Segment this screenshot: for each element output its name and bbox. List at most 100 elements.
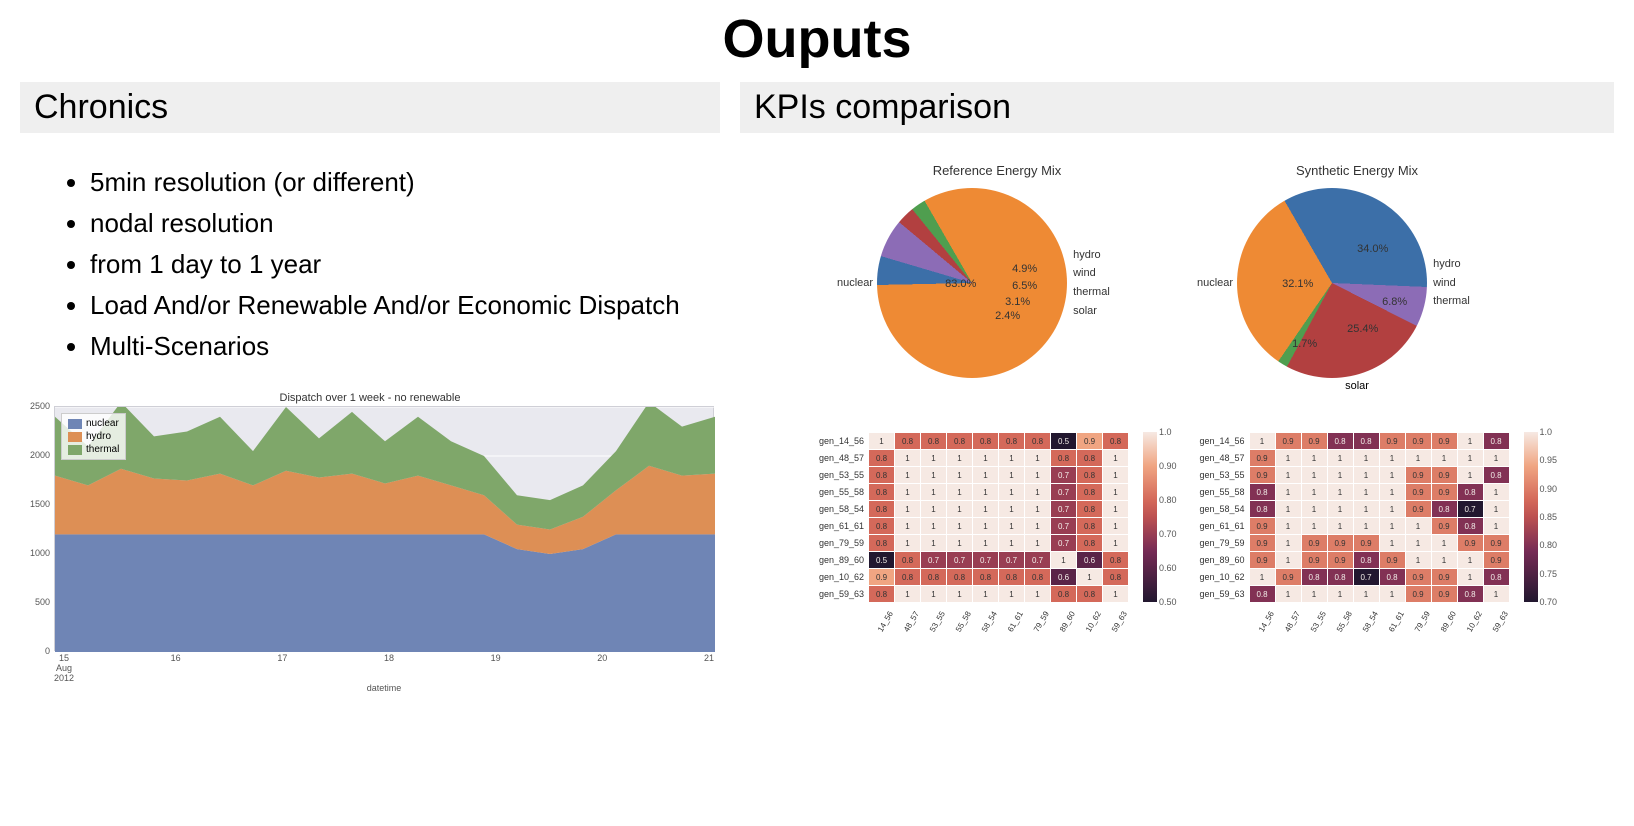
- heatmap-cell: 1: [1327, 467, 1353, 484]
- area-chart-legend: nuclearhydrothermal: [61, 413, 126, 460]
- heatmap-cell: 0.8: [1327, 433, 1353, 450]
- heatmap-row-label: gen_61_61: [817, 518, 869, 535]
- heatmap-row-label: gen_10_62: [1197, 569, 1249, 586]
- heatmap-cell: 0.8: [1249, 501, 1275, 518]
- heatmap-row-label: gen_55_58: [817, 484, 869, 501]
- heatmap-cell: 0.9: [1249, 450, 1275, 467]
- heatmap-cell: 1: [1301, 467, 1327, 484]
- heatmap-cell: 0.8: [1077, 501, 1103, 518]
- heatmap-cell: 0.8: [869, 535, 895, 552]
- heatmap-cell: 0.9: [1077, 433, 1103, 450]
- heatmap-cell: 0.9: [1301, 552, 1327, 569]
- heatmap-col-label: 48_57: [895, 603, 921, 633]
- heatmap-cell: 1: [999, 450, 1025, 467]
- heatmap-cell: 1: [869, 433, 895, 450]
- heatmap-col-label: 14_56: [1249, 603, 1275, 633]
- heatmap-cell: 0.7: [1353, 569, 1379, 586]
- heatmap-cell: 0.9: [1431, 586, 1457, 603]
- heatmap-cell: 1: [1483, 484, 1509, 501]
- area-xaxis-title: datetime: [54, 683, 714, 693]
- heatmap-cell: 0.9: [1431, 467, 1457, 484]
- heatmap-row-label: gen_59_63: [1197, 586, 1249, 603]
- heatmap-row-label: gen_89_60: [817, 552, 869, 569]
- heatmap-cell: 0.7: [1051, 501, 1077, 518]
- heatmap-row-label: gen_61_61: [1197, 518, 1249, 535]
- heatmap-cell: 1: [1301, 484, 1327, 501]
- right-column: KPIs comparison Reference Energy Mixnucl…: [740, 82, 1614, 693]
- heatmap-cell: 1: [1379, 450, 1405, 467]
- heatmap-cell: 1: [895, 450, 921, 467]
- heatmap-col-label: 79_59: [1405, 603, 1431, 633]
- heatmap-cell: 1: [1457, 569, 1483, 586]
- heatmap-row-label: gen_58_54: [817, 501, 869, 518]
- heatmap-col-label: 10_62: [1077, 603, 1103, 633]
- heatmap-cell: 1: [1077, 569, 1103, 586]
- heatmap-cell: 1: [1483, 586, 1509, 603]
- heatmap-cell: 1: [921, 467, 947, 484]
- heatmap-cell: 0.7: [1051, 518, 1077, 535]
- heatmap-cell: 1: [921, 535, 947, 552]
- heatmap-row-label: gen_79_59: [817, 535, 869, 552]
- heatmap-cell: 0.8: [1249, 484, 1275, 501]
- pie-pct-label: 32.1%: [1282, 278, 1313, 290]
- heatmap-cell: 1: [921, 450, 947, 467]
- heatmap-cell: 1: [1301, 586, 1327, 603]
- heatmap-col-label: 48_57: [1275, 603, 1301, 633]
- heatmap-cell: 1: [1483, 450, 1509, 467]
- heatmap-cell: 0.8: [895, 433, 921, 450]
- heatmap-cell: 0.8: [947, 433, 973, 450]
- heatmap-colorbar: 0.500.600.700.800.901.0: [1143, 432, 1157, 602]
- heatmap-cell: 0.9: [1405, 569, 1431, 586]
- chronics-bullets: 5min resolution (or different)nodal reso…: [20, 163, 720, 366]
- heatmap-cell: 1: [1483, 501, 1509, 518]
- pie-pct-label: 83.0%: [945, 278, 976, 290]
- heatmap: gen_14_5610.80.80.80.80.80.80.50.90.8gen…: [817, 432, 1158, 633]
- heatmap-cell: 1: [947, 586, 973, 603]
- heatmap-cell: 1: [1301, 501, 1327, 518]
- area-x-labels: 15 Aug 2012161718192021: [54, 653, 714, 683]
- heatmap-cell: 1: [999, 467, 1025, 484]
- heatmap-cell: 0.9: [1353, 535, 1379, 552]
- heatmap-cell: 1: [947, 535, 973, 552]
- heatmap-cell: 0.8: [1103, 552, 1129, 569]
- heatmap-cell: 0.8: [1327, 569, 1353, 586]
- heatmap-cell: 1: [973, 535, 999, 552]
- heatmap-row-label: gen_14_56: [817, 433, 869, 450]
- heatmap-cell: 1: [1275, 501, 1301, 518]
- heatmap-cell: 1: [1457, 450, 1483, 467]
- area-chart-svg: [55, 407, 715, 652]
- heatmap-cell: 0.9: [1275, 433, 1301, 450]
- heatmap-row-label: gen_53_55: [817, 467, 869, 484]
- heatmap-cell: 1: [999, 586, 1025, 603]
- kpis-header: KPIs comparison: [740, 82, 1614, 133]
- pie-title: Synthetic Energy Mix: [1197, 163, 1517, 178]
- heatmap-col-label: 53_55: [921, 603, 947, 633]
- heatmap-cell: 0.9: [1327, 535, 1353, 552]
- heatmap-row-label: gen_48_57: [1197, 450, 1249, 467]
- heatmap-cell: 1: [1379, 518, 1405, 535]
- heatmap-col-label: 14_56: [869, 603, 895, 633]
- heatmap-cell: 0.8: [1457, 586, 1483, 603]
- heatmap-cell: 0.9: [1431, 433, 1457, 450]
- pie-pct-label: 6.8%: [1382, 296, 1407, 308]
- heatmap-col-label: 10_62: [1457, 603, 1483, 633]
- pie-pct-label: 3.1%: [1005, 296, 1030, 308]
- heatmap-cell: 0.9: [1275, 569, 1301, 586]
- heatmap-cell: 1: [1275, 552, 1301, 569]
- pie-left-label: nuclear: [1197, 277, 1233, 289]
- heatmap-cell: 0.8: [869, 467, 895, 484]
- pie-bottom-label: solar: [1197, 380, 1517, 392]
- heatmap-colorbar: 0.700.750.800.850.900.951.0: [1524, 432, 1538, 602]
- pie-charts: Reference Energy Mixnuclear83.0%4.9%6.5%…: [740, 163, 1614, 392]
- heatmap-cell: 1: [1327, 450, 1353, 467]
- pie-right-labels: hydrowindthermalsolar: [1073, 246, 1110, 321]
- bullet-item: 5min resolution (or different): [90, 163, 720, 202]
- heatmap-cell: 0.8: [1025, 433, 1051, 450]
- heatmap-col-label: 55_58: [947, 603, 973, 633]
- heatmap-cell: 0.9: [1327, 552, 1353, 569]
- heatmap-cell: 0.7: [1051, 535, 1077, 552]
- heatmap-cell: 0.9: [1457, 535, 1483, 552]
- heatmap-cell: 1: [1353, 586, 1379, 603]
- heatmap-cell: 1: [1457, 467, 1483, 484]
- heatmaps: gen_14_5610.80.80.80.80.80.80.50.90.8gen…: [740, 432, 1614, 633]
